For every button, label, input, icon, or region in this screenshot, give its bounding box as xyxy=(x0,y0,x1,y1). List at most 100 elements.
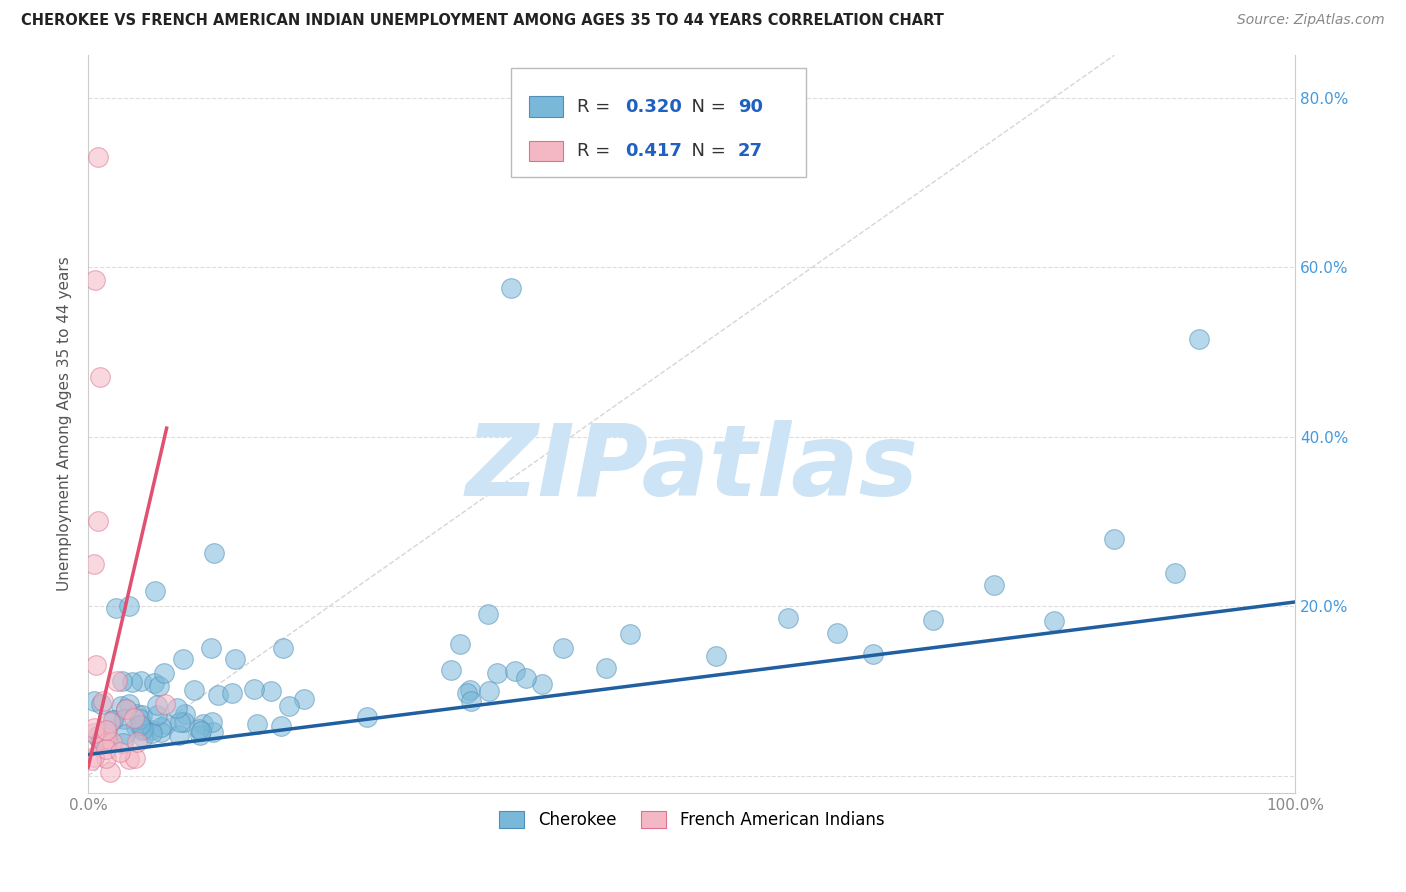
Point xyxy=(207,688,229,702)
Point xyxy=(84,657,107,672)
Point xyxy=(246,717,269,731)
Point xyxy=(141,723,163,738)
Text: ZIPatlas: ZIPatlas xyxy=(465,419,918,516)
Point xyxy=(114,702,136,716)
Point xyxy=(456,686,478,700)
Point xyxy=(503,664,526,678)
Point xyxy=(131,731,153,745)
Point xyxy=(243,681,266,696)
Point xyxy=(190,723,212,738)
Point xyxy=(146,708,169,723)
Point xyxy=(96,723,118,738)
Point xyxy=(145,584,167,599)
Point xyxy=(86,729,108,743)
Point xyxy=(271,641,294,656)
Point xyxy=(224,651,246,665)
Point xyxy=(221,686,243,700)
Point xyxy=(478,684,501,698)
Point xyxy=(114,727,136,741)
Point xyxy=(173,715,195,730)
Point xyxy=(183,683,205,698)
Point xyxy=(499,281,522,295)
Point xyxy=(155,697,177,711)
Point xyxy=(121,674,143,689)
Point xyxy=(458,682,481,697)
Point xyxy=(155,717,177,731)
Point xyxy=(96,741,118,756)
Point xyxy=(112,736,135,750)
Point xyxy=(111,673,134,688)
Point xyxy=(150,720,173,734)
Point xyxy=(115,702,138,716)
Point xyxy=(80,753,103,767)
Point xyxy=(174,707,197,722)
Point xyxy=(201,724,224,739)
Point xyxy=(101,713,124,727)
Point xyxy=(260,684,283,698)
Point xyxy=(101,713,124,727)
Point xyxy=(83,726,105,740)
Point xyxy=(89,370,111,384)
Point xyxy=(193,716,215,731)
Point xyxy=(188,728,211,742)
Point xyxy=(440,663,463,677)
FancyBboxPatch shape xyxy=(529,96,562,117)
Point xyxy=(94,751,117,765)
Point xyxy=(87,515,110,529)
Point xyxy=(131,707,153,722)
Point xyxy=(172,652,194,666)
Point xyxy=(148,679,170,693)
Point xyxy=(486,666,509,681)
Point xyxy=(825,625,848,640)
Point xyxy=(862,647,884,661)
Point xyxy=(983,578,1005,592)
Point xyxy=(169,715,191,730)
Point xyxy=(97,735,120,749)
Point xyxy=(122,711,145,725)
Point xyxy=(515,671,537,685)
Point xyxy=(166,701,188,715)
Point xyxy=(83,557,105,571)
Point xyxy=(553,640,575,655)
Point xyxy=(477,607,499,621)
Point xyxy=(460,693,482,707)
Point xyxy=(356,710,378,724)
Point xyxy=(169,728,191,742)
Text: R =: R = xyxy=(576,98,616,116)
Point xyxy=(101,735,124,749)
Text: 27: 27 xyxy=(738,142,762,160)
Point xyxy=(83,721,105,735)
Point xyxy=(118,697,141,711)
Point xyxy=(201,715,224,730)
Text: N =: N = xyxy=(679,98,731,116)
Text: CHEROKEE VS FRENCH AMERICAN INDIAN UNEMPLOYMENT AMONG AGES 35 TO 44 YEARS CORREL: CHEROKEE VS FRENCH AMERICAN INDIAN UNEMP… xyxy=(21,13,943,29)
Text: 0.417: 0.417 xyxy=(626,142,682,160)
Point xyxy=(98,714,121,729)
Point xyxy=(96,723,118,738)
Point xyxy=(1164,566,1187,581)
Point xyxy=(118,599,141,614)
Point xyxy=(127,734,149,748)
Point xyxy=(131,723,153,737)
Point xyxy=(129,718,152,732)
Point xyxy=(91,694,114,708)
Point xyxy=(112,712,135,726)
Point xyxy=(922,613,945,627)
Point xyxy=(187,723,209,737)
Point xyxy=(1188,332,1211,346)
Point xyxy=(449,637,471,651)
Point xyxy=(132,722,155,736)
Point xyxy=(105,600,128,615)
Point xyxy=(118,752,141,766)
Point xyxy=(83,694,105,708)
Point xyxy=(98,765,121,780)
Point xyxy=(94,731,117,745)
Point xyxy=(595,661,617,675)
Point xyxy=(89,734,111,748)
Point xyxy=(200,640,222,655)
Legend: Cherokee, French American Indians: Cherokee, French American Indians xyxy=(492,805,891,836)
Point xyxy=(87,150,110,164)
Point xyxy=(132,722,155,736)
Point xyxy=(124,751,146,765)
Point xyxy=(270,718,292,732)
